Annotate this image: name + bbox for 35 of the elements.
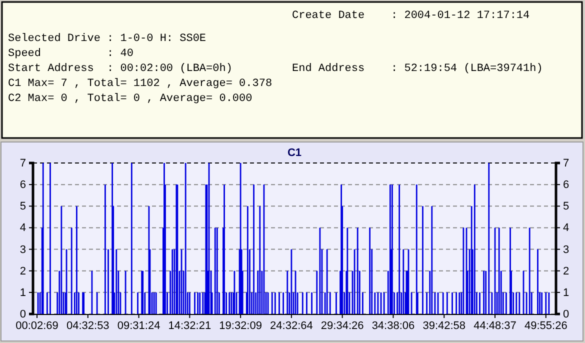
- y2-tick-label: 4: [563, 222, 570, 234]
- y-tick-label: 1: [20, 286, 26, 299]
- y2-tick-label: 2: [563, 265, 570, 278]
- text: Selected Drive : 1-0-0 H: SS0E: [8, 33, 206, 45]
- text: Start Address : 00:02:00 (LBA=0h): [8, 63, 232, 75]
- chart-title: C1: [287, 147, 302, 159]
- x-tick-label: 09:31:24: [117, 320, 160, 332]
- y-tick-label: 7: [20, 158, 26, 170]
- y2-tick-label: 5: [563, 200, 570, 213]
- y-tick-label: 6: [20, 179, 26, 192]
- text: C2 Max= 0 , Total= 0 , Average= 0.000: [8, 93, 252, 105]
- text: Speed : 40: [8, 48, 134, 60]
- x-tick-label: 39:42:58: [422, 320, 466, 332]
- y-tick-label: 3: [20, 244, 26, 256]
- y2-tick-label: 3: [563, 244, 570, 256]
- x-tick-label: 04:32:53: [66, 320, 110, 332]
- y-tick-label: 2: [20, 265, 26, 278]
- x-tick-label: 49:55:26: [524, 320, 568, 332]
- text: End Address : 52:19:54 (LBA=39741h): [292, 63, 543, 75]
- y2-tick-label: 1: [563, 286, 570, 299]
- y-tick-label: 4: [20, 222, 26, 234]
- text: C1 Max= 7 , Total= 1102 , Average= 0.378: [8, 78, 272, 90]
- y2-tick-label: 7: [563, 158, 570, 170]
- x-tick-label: 44:48:37: [474, 320, 516, 332]
- x-tick-label: 00:02:69: [16, 320, 58, 332]
- x-tick-label: 14:32:21: [168, 320, 212, 332]
- y2-tick-label: 6: [563, 179, 570, 192]
- text: Create Date : 2004-01-12 17:17:14: [292, 10, 530, 22]
- x-tick-label: 24:32:64: [270, 320, 313, 332]
- y2-tick-label: 0: [563, 308, 570, 321]
- y-tick-label: 5: [20, 200, 26, 213]
- x-tick-label: 34:38:06: [372, 320, 415, 332]
- x-tick-label: 29:34:26: [320, 320, 364, 332]
- x-tick-label: 19:32:09: [219, 320, 262, 332]
- y-tick-label: 0: [20, 308, 26, 321]
